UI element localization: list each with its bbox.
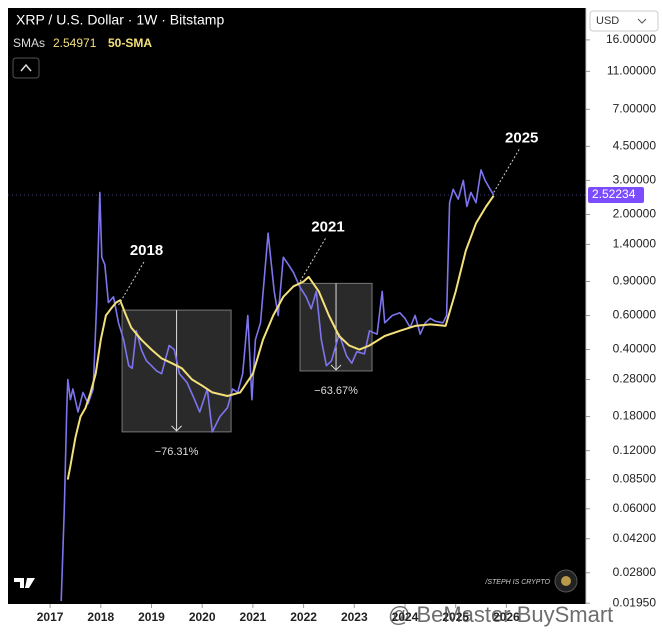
last-price-tag <box>588 186 644 203</box>
y-tick-label: 0.02800 <box>613 565 657 579</box>
credit: /STEPH IS CRYPTO <box>484 579 550 586</box>
y-tick-label: 0.18000 <box>613 409 657 423</box>
arrow-head <box>171 425 182 432</box>
tradingview-logo <box>14 578 35 588</box>
x-tick-label: 2021 <box>240 610 267 624</box>
series-line <box>66 195 495 480</box>
legend-entry: 50-SMA <box>108 36 152 50</box>
indicator-label: SMAs <box>13 36 45 50</box>
indicator-value: 2.54971 <box>53 36 97 50</box>
series-line <box>60 169 495 602</box>
annotation-leader <box>493 148 521 193</box>
arrow-head <box>330 364 342 371</box>
x-tick-label: 2023 <box>341 610 368 624</box>
plot-area <box>8 8 586 604</box>
y-tick-label: 0.12000 <box>613 443 657 457</box>
annotation-label: 2025 <box>505 129 538 146</box>
y-tick-label: 0.08500 <box>613 472 657 486</box>
y-tick-label: 1.40000 <box>613 237 657 251</box>
y-tick-label: 7.00000 <box>613 101 657 115</box>
annotation-label: 2021 <box>311 218 344 235</box>
drawdown-label: −76.31% <box>155 446 199 458</box>
y-tick-label: 2.00000 <box>613 207 657 221</box>
dropdown-icon <box>637 18 647 24</box>
collapse-button[interactable] <box>12 57 40 79</box>
x-tick-label: 2019 <box>138 610 165 624</box>
y-tick-label: 0.01950 <box>613 595 657 609</box>
x-tick-label: 2022 <box>290 610 317 624</box>
collapse-icon <box>20 63 32 72</box>
annotation-leader <box>118 260 145 306</box>
x-tick-label: 2026 <box>493 610 520 624</box>
drawdown-label: −63.67% <box>314 385 358 397</box>
avatar-face <box>561 576 571 586</box>
x-tick-label: 2020 <box>189 610 216 624</box>
y-tick-label: 11.00000 <box>607 64 656 78</box>
y-tick-label: 0.06000 <box>613 501 657 515</box>
x-tick-label: 2018 <box>87 610 114 624</box>
currency-label: USD <box>596 15 619 27</box>
y-tick-label: 16.00000 <box>606 32 656 46</box>
chart-title: XRP / U.S. Dollar · 1W · Bitstamp <box>16 12 224 28</box>
y-tick-label: 0.90000 <box>613 274 657 288</box>
x-tick-label: 2017 <box>37 610 64 624</box>
last-price-label: 2.52234 <box>592 187 636 201</box>
currency-button[interactable] <box>589 10 659 32</box>
y-tick-label: 4.50000 <box>613 139 657 153</box>
y-tick-label: 0.40000 <box>613 342 657 356</box>
y-tick-label: 3.00000 <box>613 173 657 187</box>
x-tick-label: 2025 <box>442 610 469 624</box>
x-tick-label: 2024 <box>392 610 419 624</box>
watermark: @ BeMaster BuySmart <box>388 602 613 627</box>
annotation-leader <box>299 237 327 282</box>
annotation-label: 2018 <box>130 242 163 259</box>
y-tick-label: 0.28000 <box>613 372 657 386</box>
y-tick-label: 0.04200 <box>613 531 657 545</box>
y-tick-label: 0.60000 <box>613 308 657 322</box>
